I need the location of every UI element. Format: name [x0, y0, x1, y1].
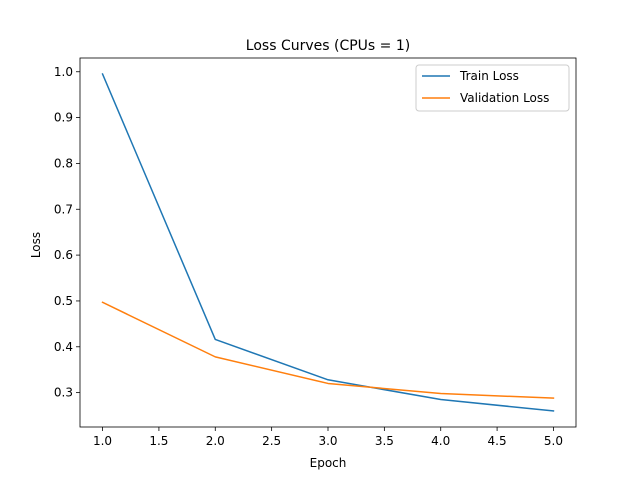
y-axis-label: Loss [29, 232, 43, 258]
x-tick-label: 1.5 [149, 434, 168, 448]
y-tick-label: 0.4 [54, 340, 73, 354]
x-tick-label: 3.0 [318, 434, 337, 448]
legend-box [415, 64, 570, 112]
plot-area: 1.0 1.5 2.0 2.5 3.0 3.5 4.0 4.5 5.0 0.3 0.4 0.5 0.6 0… [54, 57, 577, 448]
x-tick-label: 5.0 [544, 434, 563, 448]
x-tick-label: 4.5 [488, 434, 507, 448]
y-tick-label: 0.7 [54, 202, 73, 216]
x-tick-label: 4.0 [431, 434, 450, 448]
x-tick-label: 1.0 [93, 434, 112, 448]
x-tick-label: 2.5 [262, 434, 281, 448]
legend: Train Loss Validation Loss [415, 64, 570, 112]
series-line-1 [101, 73, 555, 412]
y-tick-label: 0.6 [54, 248, 73, 262]
y-tick-label: 0.9 [54, 111, 73, 125]
x-tick-label: 3.5 [375, 434, 394, 448]
y-tick-label: 0.8 [54, 156, 73, 170]
legend-label-1: Train Loss [459, 69, 519, 83]
legend-label-2: Validation Loss [460, 91, 549, 105]
x-tick-label: 2.0 [206, 434, 225, 448]
x-axis-label: Epoch [310, 456, 347, 470]
series-line-2 [101, 301, 555, 399]
y-tick-label: 0.5 [54, 294, 73, 308]
y-tick-label: 0.3 [54, 386, 73, 400]
chart-title: Loss Curves (CPUs = 1) [246, 38, 410, 54]
y-tick-label: 1.0 [54, 65, 73, 79]
